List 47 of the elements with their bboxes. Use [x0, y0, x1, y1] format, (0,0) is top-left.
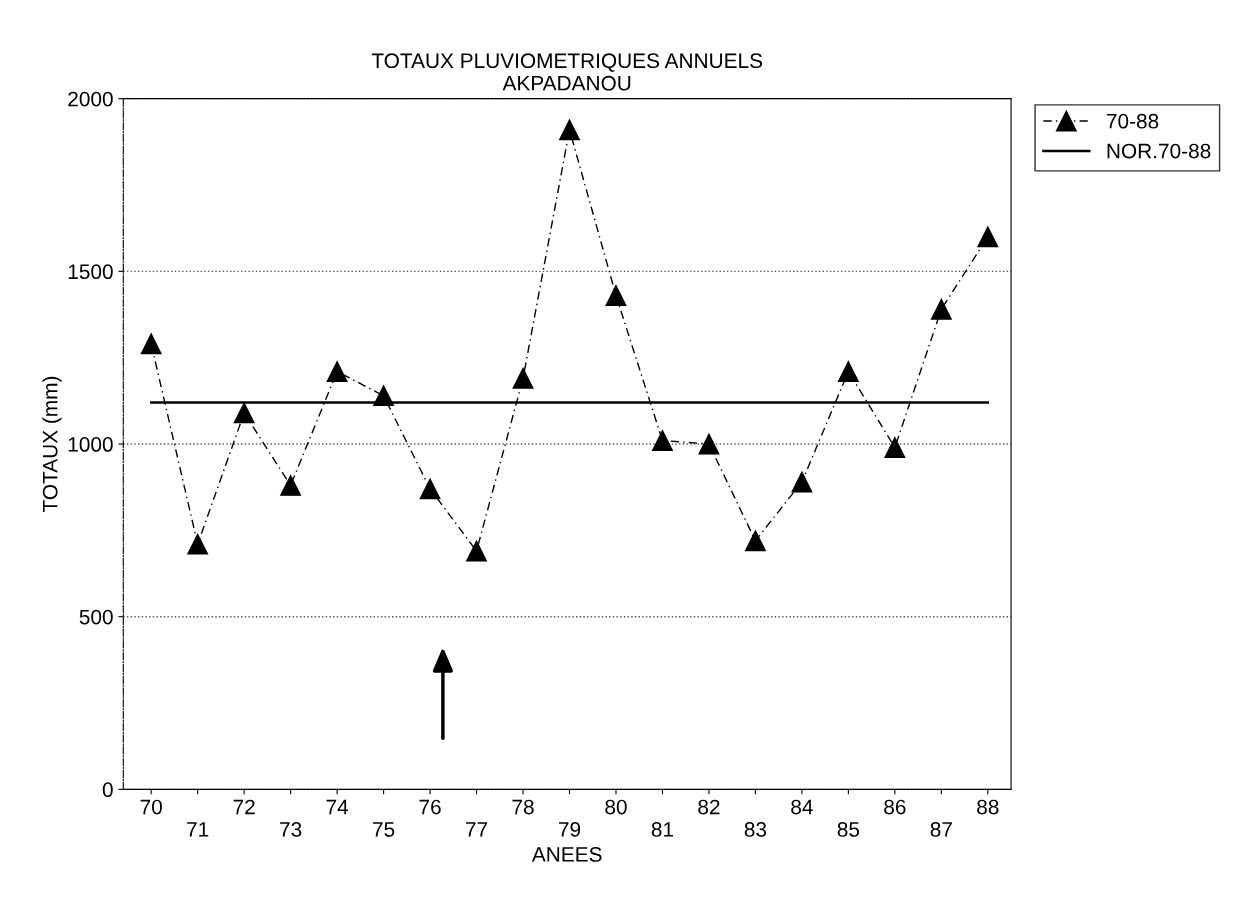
point: [698, 433, 720, 455]
point: [280, 475, 302, 496]
x-tick-label: 80: [605, 799, 627, 815]
y-tick-label: 500: [79, 609, 113, 625]
point: [326, 361, 348, 382]
point: [187, 533, 209, 555]
point: [233, 402, 255, 424]
x-tick-label: 81: [651, 822, 674, 837]
point: [512, 367, 534, 389]
point: [605, 285, 627, 306]
x-tick-label: 77: [466, 822, 488, 837]
point: [884, 437, 906, 458]
point: [745, 530, 766, 552]
x-axis-title: ANEES: [531, 847, 602, 862]
x-tick-label: 71: [187, 822, 209, 837]
x-tick-label: 73: [280, 822, 302, 837]
y-tick-label: 1500: [68, 264, 113, 280]
point: [791, 471, 813, 493]
y-tick-label: 2000: [68, 91, 113, 107]
x-tick-label: 72: [233, 799, 255, 815]
x-tick-label: 87: [930, 822, 952, 837]
x-tick-label: 74: [326, 799, 349, 815]
y-tick-label: 0: [102, 782, 113, 798]
x-tick-label: 83: [744, 822, 767, 837]
x-tick-label: 82: [698, 799, 720, 815]
point: [652, 430, 673, 451]
point: [419, 478, 441, 500]
y-tick-label: 1000: [68, 437, 113, 452]
point: [977, 226, 999, 248]
chart-title: TOTAUX PLUVIOMETRIQUES ANNUELS AKPADANOU: [371, 53, 763, 91]
x-tick-label: 79: [558, 822, 581, 837]
x-tick-label: 78: [512, 799, 534, 815]
x-tick-label: 76: [419, 799, 441, 815]
point: [930, 298, 952, 320]
x-tick-label: 85: [837, 822, 860, 837]
x-tick-label: 75: [373, 822, 395, 837]
point: [466, 540, 487, 562]
point: [559, 119, 580, 141]
x-tick-label: 84: [791, 799, 813, 815]
legend-label: NOR.70-88: [1107, 143, 1211, 159]
x-tick-label: 86: [884, 799, 906, 815]
x-tick-label: 70: [140, 799, 162, 815]
y-axis-title: TOTAUX (mm): [42, 376, 62, 513]
point: [837, 361, 859, 382]
point: [140, 333, 162, 355]
legend-label: 70-88: [1106, 113, 1159, 129]
x-tick-label: 88: [977, 799, 999, 815]
